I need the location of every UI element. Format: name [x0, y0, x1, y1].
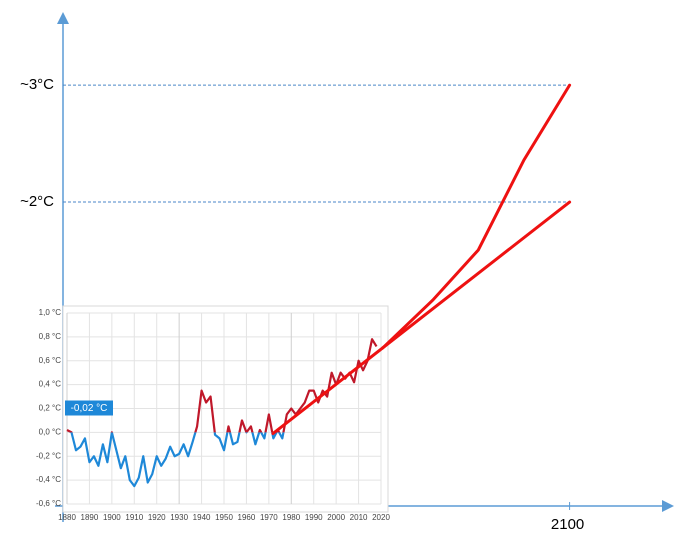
projection-line	[380, 83, 572, 350]
x-tick-label: 1950	[215, 513, 233, 522]
x-tick-label: 2100	[551, 516, 584, 533]
projection-line	[271, 200, 572, 436]
x-tick-label: 1990	[305, 513, 323, 522]
y-tick-label: -0,4 °C	[36, 475, 61, 484]
x-tick-label: 2000	[327, 513, 345, 522]
x-tick-label: 2010	[350, 513, 368, 522]
x-tick-label: 1930	[170, 513, 188, 522]
x-tick-label: 1900	[103, 513, 121, 522]
y-tick-label: ~3°C	[20, 76, 54, 93]
x-tick-label: 1910	[125, 513, 143, 522]
y-tick-label: 1,0 °C	[39, 308, 62, 317]
y-tick-label: 0,4 °C	[39, 380, 62, 389]
y-tick-label: -0,2 °C	[36, 451, 61, 460]
annotation: -0,02 °C	[71, 403, 108, 414]
y-tick-label: 0,0 °C	[39, 427, 62, 436]
x-tick-label: 1960	[238, 513, 256, 522]
annotation-box	[65, 400, 113, 416]
y-tick-label: -0,6 °C	[36, 499, 61, 508]
y-tick-label: ~2°C	[20, 193, 54, 210]
x-tick-label: 1940	[193, 513, 211, 522]
x-tick-label: 1980	[282, 513, 300, 522]
x-tick-label: 2020	[372, 513, 390, 522]
x-tick-label: 1890	[81, 513, 99, 522]
y-tick-label: 0,6 °C	[39, 356, 62, 365]
y-tick-label: 0,8 °C	[39, 332, 62, 341]
y-tick-label: 0,2 °C	[39, 404, 62, 413]
x-tick-label: 1970	[260, 513, 278, 522]
x-tick-label: 1880	[58, 513, 76, 522]
x-tick-label: 1920	[148, 513, 166, 522]
series-line-below	[69, 432, 285, 488]
